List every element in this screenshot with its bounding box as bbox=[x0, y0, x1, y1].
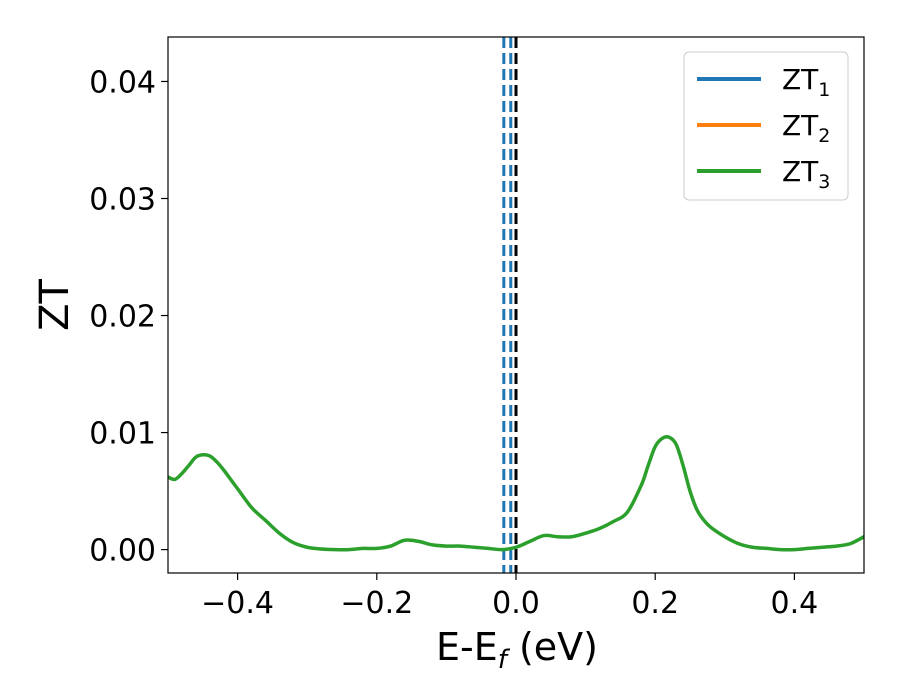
x-tick-label: 0.0 bbox=[492, 586, 540, 621]
y-tick-label: 0.01 bbox=[89, 417, 156, 452]
series-group bbox=[168, 435, 864, 552]
reference-lines bbox=[502, 37, 518, 573]
series-line bbox=[168, 435, 864, 552]
y-tick-label: 0.02 bbox=[89, 300, 156, 335]
y-axis-title: ZT bbox=[32, 279, 78, 331]
y-tick-label: 0.04 bbox=[89, 65, 156, 100]
legend-label: ZT2 bbox=[782, 109, 830, 147]
x-tick-label: 0.2 bbox=[631, 586, 679, 621]
legend-label: ZT3 bbox=[782, 155, 830, 193]
y-tick-label: 0.00 bbox=[89, 534, 156, 569]
y-tick-label: 0.03 bbox=[89, 183, 156, 218]
x-tick-label: −0.2 bbox=[340, 586, 413, 621]
legend-label: ZT1 bbox=[782, 63, 830, 101]
y-axis-ticks: 0.00 0.01 0.02 0.03 0.04 bbox=[89, 65, 168, 569]
legend-box bbox=[683, 51, 849, 201]
x-axis-title: E-Ef (eV) bbox=[436, 625, 598, 675]
x-axis-title-base: E-E bbox=[436, 625, 498, 669]
x-axis-ticks: −0.4 −0.2 0.0 0.2 0.4 bbox=[201, 573, 818, 621]
x-axis-title-unit: (eV) bbox=[507, 625, 598, 669]
x-tick-label: 0.4 bbox=[771, 586, 819, 621]
legend: ZT1 ZT2 ZT3 bbox=[683, 51, 849, 201]
x-tick-label: −0.4 bbox=[201, 586, 274, 621]
